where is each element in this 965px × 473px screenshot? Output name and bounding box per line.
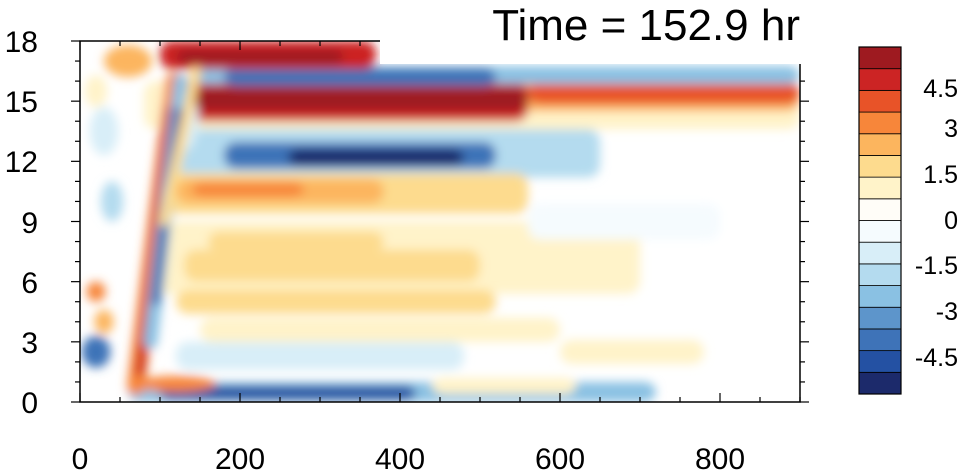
field-band <box>224 68 496 87</box>
colorbar-segment <box>858 263 902 286</box>
colorbar-segment <box>858 328 902 352</box>
y-tick-label: 18 <box>5 26 38 59</box>
field-band <box>184 249 480 282</box>
field-band <box>288 149 464 166</box>
plot-area <box>79 40 801 403</box>
field-band <box>528 82 800 105</box>
title-background <box>380 0 810 64</box>
colorbar <box>858 46 902 395</box>
colorbar-segment <box>858 350 902 373</box>
colorbar-segment <box>858 220 902 243</box>
chart-title-group: Time = 152.9 hr <box>380 0 810 64</box>
field-band <box>176 341 464 370</box>
colorbar-segment <box>858 68 902 91</box>
x-tick-label: 600 <box>535 443 585 473</box>
field-blob <box>84 75 108 108</box>
field-blob <box>86 281 106 302</box>
colorbar-segment <box>858 133 902 156</box>
colorbar-segment <box>858 155 902 178</box>
colorbar-segment <box>858 306 902 330</box>
y-tick-label: 3 <box>21 327 38 360</box>
colorbar-segment <box>858 241 902 265</box>
field-blob <box>81 335 111 368</box>
field-front <box>159 66 201 227</box>
x-tick-label: 200 <box>215 443 265 473</box>
x-tick-label: 0 <box>72 443 89 473</box>
colorbar-label: -3 <box>936 298 958 326</box>
colorbar-label: 4.5 <box>923 75 958 103</box>
y-tick-label: 9 <box>21 207 38 240</box>
field-band <box>160 385 416 400</box>
field-band <box>432 377 576 394</box>
field-band <box>200 317 560 342</box>
y-tick-label: 6 <box>21 267 38 300</box>
colorbar-segment <box>858 285 902 308</box>
colorbar-segment <box>858 111 902 135</box>
x-tick-label: 800 <box>695 443 745 473</box>
field-blob <box>100 181 124 222</box>
colorbar-label: 3 <box>944 115 958 143</box>
x-axis-tick-labels: 0 200 400 600 800 <box>72 443 745 473</box>
field-blob <box>94 309 114 334</box>
colorbar-segment <box>858 89 902 113</box>
field-band <box>176 289 496 314</box>
colorbar-label: 1.5 <box>923 161 958 189</box>
field-band <box>192 88 528 111</box>
colorbar-label: 0 <box>944 207 958 235</box>
field-band <box>208 231 384 252</box>
colorbar-segment <box>858 176 902 200</box>
colorbar-segment <box>858 46 902 70</box>
y-axis-tick-labels: 0 3 6 9 12 15 18 <box>5 26 38 420</box>
x-tick-label: 400 <box>375 443 425 473</box>
field-blob <box>136 375 216 392</box>
colorbar-label: -1.5 <box>915 252 958 280</box>
colorbar-label: -4.5 <box>915 344 958 372</box>
y-tick-label: 0 <box>21 387 38 420</box>
colorbar-labels: 4.5 3 1.5 0 -1.5 -3 -4.5 <box>915 75 958 372</box>
colorbar-frame <box>858 46 902 395</box>
field-blob <box>89 107 119 156</box>
field-band <box>192 182 304 197</box>
field-band <box>560 339 704 364</box>
contour-field <box>81 41 800 402</box>
field-band <box>528 203 720 240</box>
y-tick-label: 12 <box>5 146 38 179</box>
y-tick-label: 15 <box>5 86 38 119</box>
field-blob <box>104 45 152 78</box>
colorbar-segment <box>858 198 902 221</box>
field-band <box>176 50 344 65</box>
chart-title: Time = 152.9 hr <box>492 1 800 50</box>
colorbar-segment <box>858 371 902 395</box>
